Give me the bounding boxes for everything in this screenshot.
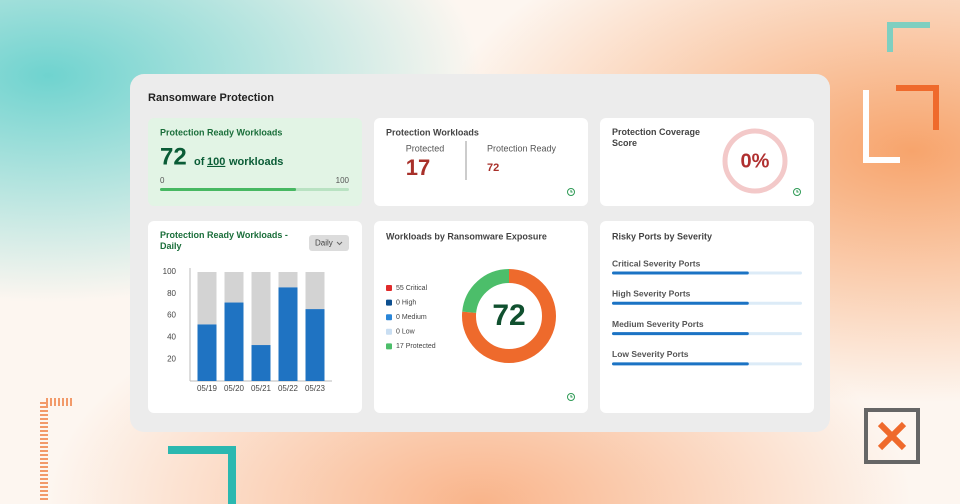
- bar-segment: [251, 345, 271, 381]
- card-title: Protection Ready Workloads: [160, 127, 282, 137]
- clock-icon: [570, 395, 573, 398]
- bar-segment: [197, 324, 217, 381]
- clock-icon: [796, 190, 799, 193]
- y-tick-label: 80: [167, 289, 176, 298]
- legend-label: 55 Critical: [396, 285, 428, 292]
- text: of: [194, 156, 205, 168]
- dropdown-label: Daily: [315, 239, 333, 248]
- range-label: 0: [160, 176, 165, 185]
- x-tick-label: 05/19: [197, 384, 218, 393]
- card: [374, 221, 588, 413]
- bar-segment: [224, 302, 244, 381]
- card: [600, 118, 814, 206]
- legend-swatch: [386, 299, 392, 306]
- legend-label: 17 Protected: [396, 343, 436, 350]
- card-title-text: Protection Ready Workloads - Daily: [160, 230, 288, 251]
- x-tick-label: 05/23: [305, 384, 326, 393]
- text: workloads: [228, 156, 283, 168]
- clock-icon: [567, 393, 575, 401]
- y-tick-label: 60: [167, 311, 176, 320]
- chevron: [336, 241, 343, 246]
- port-bar: [612, 271, 749, 275]
- port-bar: [612, 332, 749, 336]
- y-tick-label: 100: [163, 267, 177, 276]
- donut-center: 72: [492, 299, 525, 332]
- legend-swatch: [386, 314, 392, 321]
- value: 72: [487, 162, 499, 174]
- card: [374, 118, 588, 206]
- label: Protected: [406, 143, 445, 153]
- clock-icon: [793, 188, 801, 196]
- score-ring: [722, 128, 788, 194]
- port-bar: [612, 362, 749, 366]
- x-tick-label: 05/21: [251, 384, 272, 393]
- legend-label: 0 Medium: [396, 314, 427, 321]
- decoration: [40, 22, 939, 504]
- x-tick-label: 05/22: [278, 384, 299, 393]
- card-title: Workloads by Ransomware Exposure: [386, 231, 547, 241]
- bar-segment: [224, 272, 244, 303]
- bar-segment: [278, 272, 298, 288]
- port-label: Medium Severity Ports: [612, 319, 704, 329]
- card-title-text: Protection Coverage Score: [612, 127, 701, 148]
- legend-swatch: [386, 285, 392, 291]
- big-value: 17: [406, 155, 430, 180]
- score-label: 0%: [741, 150, 770, 172]
- legend-label: 0 Low: [396, 329, 416, 336]
- y-tick-label: 40: [167, 333, 176, 342]
- port-label: Low Severity Ports: [612, 349, 689, 359]
- bar-segment: [278, 287, 298, 381]
- label: Protection Ready: [487, 143, 557, 153]
- x-tick-label: 05/20: [224, 384, 245, 393]
- port-label: Critical Severity Ports: [612, 258, 701, 268]
- range-label: 100: [336, 176, 350, 185]
- donut-segment: [462, 269, 556, 363]
- progress-fill: [160, 188, 297, 191]
- card: [600, 221, 814, 413]
- bar-segment: [305, 309, 325, 381]
- card-title: Risky Ports by Severity: [612, 231, 712, 241]
- big-value: 72: [160, 143, 187, 170]
- link[interactable]: 100: [207, 156, 225, 168]
- bar-segment: [251, 272, 271, 346]
- clock-icon: [567, 188, 575, 196]
- card-title: Protection Workloads: [386, 127, 479, 137]
- legend-swatch: [386, 343, 392, 350]
- y-tick-label: 20: [167, 354, 176, 363]
- bar-segment: [197, 272, 217, 325]
- card: [148, 118, 362, 206]
- port-label: High Severity Ports: [612, 289, 691, 299]
- dropdown[interactable]: [309, 235, 349, 251]
- bar-segment: [305, 272, 325, 310]
- card-title: Protection Ready Workloads - Daily: [160, 230, 288, 251]
- legend-label: 0 High: [396, 299, 416, 306]
- panel-title: Ransomware Protection: [148, 92, 274, 104]
- clock-icon: [570, 190, 573, 193]
- card-title: Protection Coverage Score: [612, 127, 701, 148]
- legend-swatch: [386, 328, 392, 335]
- port-bar: [612, 301, 749, 305]
